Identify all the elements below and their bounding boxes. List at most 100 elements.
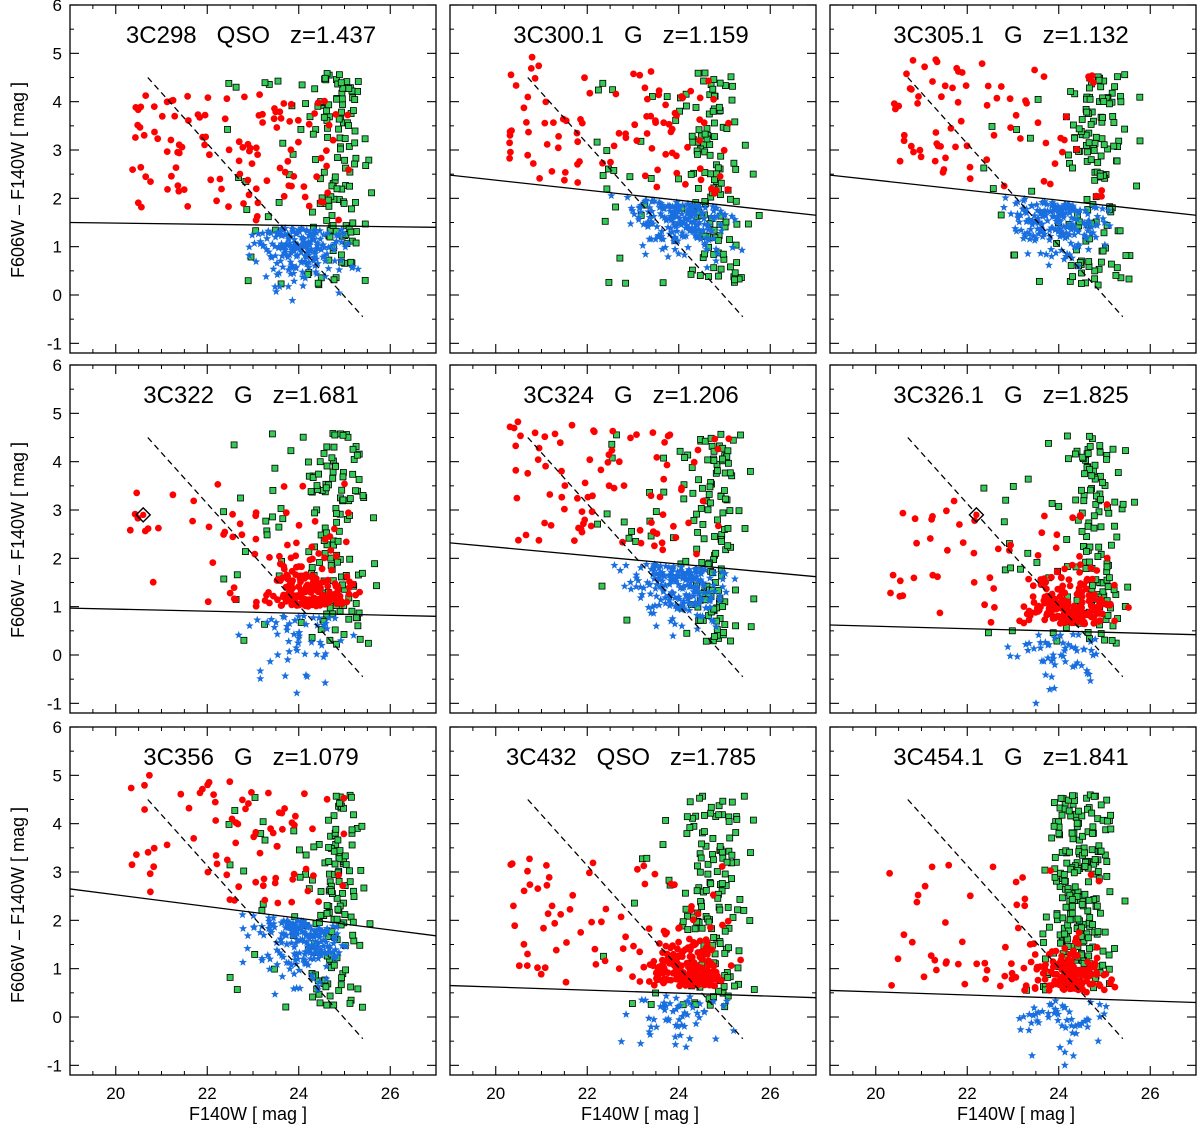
green-square-point (1073, 819, 1081, 827)
blue-star-point (1022, 217, 1031, 226)
blue-star-point (1087, 646, 1096, 654)
blue-star-point (315, 929, 324, 938)
green-square-point (694, 69, 702, 77)
red-circle-point (280, 192, 288, 200)
blue-star-point (694, 203, 703, 212)
red-circle-point (557, 911, 565, 918)
blue-star-point (319, 621, 329, 630)
green-square-point (352, 487, 359, 495)
red-circle-point (952, 143, 959, 151)
blue-star-point (289, 984, 298, 993)
red-circle-point (1030, 599, 1038, 606)
green-square-point (1079, 832, 1086, 840)
green-square-point (735, 507, 743, 515)
x-tick-label: 24 (669, 1084, 688, 1103)
red-circle-point (892, 105, 899, 113)
blue-star-point (661, 581, 670, 590)
red-circle-point (1076, 553, 1083, 560)
blue-star-point (1059, 211, 1068, 219)
blue-star-point (702, 245, 711, 254)
red-circle-point (184, 92, 192, 100)
green-square-point (728, 851, 736, 859)
red-circle-point (913, 898, 921, 906)
red-circle-point (321, 554, 328, 562)
red-circle-point (644, 95, 651, 103)
blue-star-point (297, 224, 306, 232)
green-square-point (755, 211, 763, 219)
blue-star-point (1087, 222, 1096, 231)
red-circle-point (695, 972, 703, 979)
red-circle-point (990, 585, 998, 592)
red-circle-point (664, 432, 672, 440)
red-circle-point (333, 596, 340, 603)
blue-star-point (670, 593, 679, 602)
y-tick-label: 1 (53, 598, 62, 617)
blue-star-point (287, 960, 296, 969)
blue-star-point (662, 214, 671, 223)
blue-star-point (727, 211, 737, 220)
blue-star-point (648, 602, 657, 611)
blue-star-point (1055, 205, 1064, 214)
red-circle-point (592, 961, 600, 968)
green-square-point (322, 983, 330, 991)
red-circle-point (514, 418, 522, 426)
blue-star-point (737, 245, 747, 254)
red-circle-point (950, 497, 958, 505)
red-circle-point (318, 565, 326, 573)
green-square-point (345, 615, 353, 623)
blue-star-point (678, 574, 687, 583)
green-square-point (1060, 871, 1068, 878)
green-square-point (731, 118, 739, 126)
red-circle-point (591, 945, 599, 953)
green-square-point (1017, 565, 1024, 573)
blue-star-point (315, 933, 324, 941)
green-square-point (345, 122, 352, 129)
green-square-point (342, 861, 350, 868)
green-square-point (346, 555, 354, 563)
blue-star-point (671, 601, 680, 610)
blue-star-point (704, 234, 713, 243)
green-square-point (304, 458, 312, 466)
y-tick-label: 6 (53, 0, 62, 15)
blue-star-point (673, 567, 682, 576)
green-square-point (660, 454, 667, 462)
blue-star-point (270, 282, 280, 291)
x-tick-label: 22 (578, 1084, 597, 1103)
red-circle-point (248, 789, 255, 796)
red-circle-point (229, 533, 237, 541)
green-square-point (237, 494, 244, 502)
blue-star-point (1024, 215, 1034, 223)
blue-star-point (1039, 207, 1048, 216)
blue-star-point (1011, 199, 1020, 208)
panel-frame (829, 4, 1197, 354)
red-circle-point (335, 216, 342, 224)
blue-star-point (1084, 670, 1094, 678)
green-square-point (1104, 817, 1111, 825)
red-circle-point (636, 71, 644, 79)
plot-area (450, 53, 816, 318)
blue-star-point (335, 265, 344, 274)
green-square-point (1085, 258, 1093, 266)
blue-star-point (314, 926, 323, 935)
red-circle-point (957, 117, 965, 125)
blue-star-point (308, 949, 318, 958)
blue-star-point (999, 203, 1009, 211)
blue-star-point (304, 960, 313, 969)
blue-star-point (1050, 684, 1059, 692)
blue-star-point (1030, 1003, 1039, 1012)
green-square-point (334, 154, 341, 162)
red-circle-point (910, 148, 917, 156)
blue-star-point (669, 237, 679, 245)
red-circle-point (561, 169, 569, 176)
blue-star-point (695, 218, 704, 227)
green-square-point (1103, 796, 1111, 804)
red-circle-point (226, 589, 234, 597)
red-circle-point (660, 119, 668, 127)
red-circle-point (167, 136, 175, 144)
red-circle-point (525, 128, 532, 136)
red-circle-point (719, 921, 726, 929)
red-circle-point (1040, 969, 1048, 977)
blue-star-point (1098, 204, 1107, 213)
blue-star-point (300, 649, 309, 658)
green-square-point (1103, 455, 1110, 463)
